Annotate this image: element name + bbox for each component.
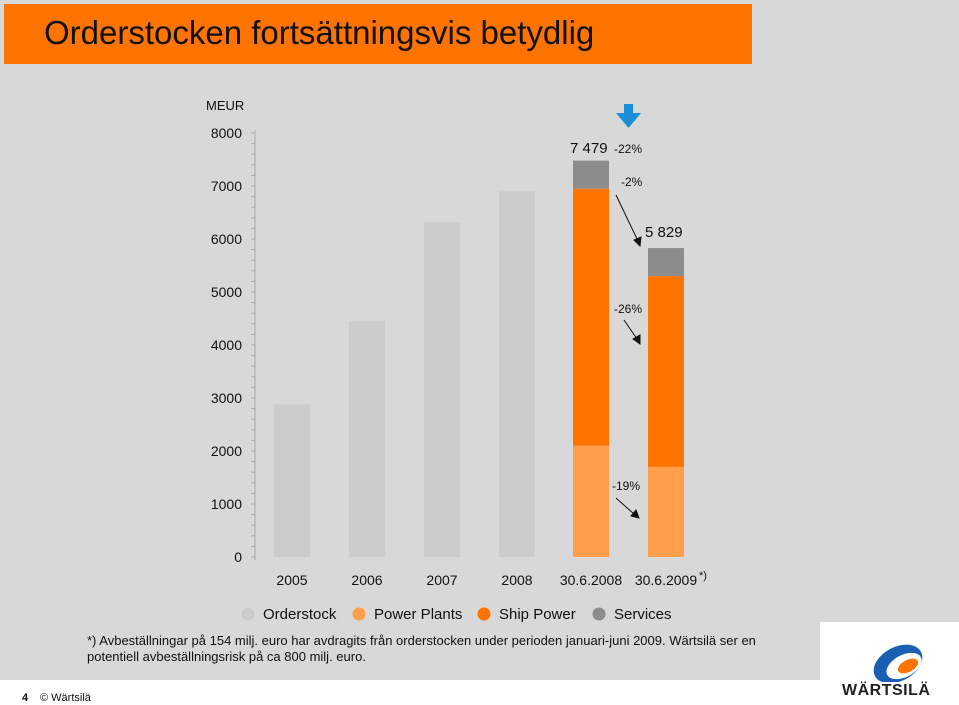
y-axis-ticks: 0 1000 2000 3000 4000 5000 6000 7000 8000 (211, 125, 242, 565)
y-tick-label: 1000 (211, 496, 242, 512)
bar-services-30.6.2008 (573, 160, 609, 189)
x-axis-labels: 2005 2006 2007 2008 30.6.2008 30.6.2009 *) (276, 570, 707, 588)
down-arrow-head (616, 113, 641, 128)
y-tick-label: 2000 (211, 443, 242, 459)
legend-marker-power-plants (352, 607, 366, 621)
wartsila-logo-icon (873, 644, 923, 684)
annotation-power-plants-change: -19% (612, 479, 640, 493)
change-arrows (615, 194, 642, 519)
down-arrow-icon (616, 104, 641, 128)
logo-box (820, 622, 959, 705)
down-arrow-shaft (624, 104, 633, 115)
x-tick-label: 2006 (351, 572, 382, 588)
arrow-line-ship-power (623, 319, 638, 340)
annotation-ship-power-change: -26% (614, 302, 642, 316)
annotation-total-2009: 5 829 (645, 224, 683, 241)
bar-services-30.6.2009 (648, 248, 684, 277)
arrow-line-power-plants (615, 497, 635, 515)
copyright: © Wärtsilä (40, 692, 91, 704)
bars (274, 160, 684, 558)
x-tick-superscript: *) (699, 570, 707, 582)
x-tick-label: 30.6.2009 (635, 572, 697, 588)
order-stock-chart: MEUR 0 1000 2000 3000 4000 5000 6000 7000 8000 2… (206, 98, 707, 623)
legend-label-services: Services (614, 606, 672, 623)
arrow-head-power-plants (630, 509, 640, 519)
bar-orderstock-2008 (499, 191, 535, 558)
y-tick-label: 7000 (211, 178, 242, 194)
bar-power-plants-30.6.2008 (573, 445, 609, 557)
x-tick-label: 2007 (426, 572, 457, 588)
arrow-head-ship-power (632, 334, 641, 345)
y-tick-label: 3000 (211, 390, 242, 406)
title-bar (4, 4, 752, 64)
legend-marker-ship-power (477, 607, 491, 621)
y-tick-label: 6000 (211, 231, 242, 247)
y-tick-label: 0 (234, 549, 242, 565)
bar-orderstock-2007 (424, 222, 460, 558)
y-axis-label: MEUR (206, 98, 244, 113)
slide-background (0, 0, 959, 680)
logo-swoosh-orange (897, 658, 919, 674)
y-axis-minor-ticks (251, 132, 255, 558)
arrow-head-services (633, 236, 642, 248)
legend-label-orderstock: Orderstock (263, 606, 337, 623)
annotation-total-2008: 7 479 (570, 140, 608, 157)
legend: Orderstock Power Plants Ship Power Servi… (241, 606, 672, 623)
page-title: Orderstocken fortsättningsvis betydlig (44, 14, 595, 51)
x-tick-label: 30.6.2008 (560, 572, 622, 588)
bar-ship-power-30.6.2009 (648, 276, 684, 467)
arrow-line-services (615, 194, 639, 242)
legend-marker-orderstock (241, 607, 255, 621)
y-tick-label: 8000 (211, 125, 242, 141)
x-tick-label: 2008 (501, 572, 532, 588)
y-tick-label: 4000 (211, 337, 242, 353)
bar-ship-power-30.6.2008 (573, 188, 609, 446)
footer (0, 680, 959, 705)
x-tick-label: 2005 (276, 572, 307, 588)
bar-power-plants-30.6.2009 (648, 466, 684, 557)
legend-label-power-plants: Power Plants (374, 606, 462, 623)
legend-label-ship-power: Ship Power (499, 606, 576, 623)
bar-orderstock-2006 (349, 321, 385, 557)
page-number: 4 (22, 692, 29, 704)
y-tick-label: 5000 (211, 284, 242, 300)
annotation-total-change: -22% (614, 142, 642, 156)
bar-orderstock-2005 (274, 404, 310, 557)
footnote: *) Avbeställningar på 154 milj. euro har… (87, 633, 756, 664)
annotation-services-change: -2% (621, 175, 643, 189)
logo-text: WÄRTSILÄ (842, 682, 931, 699)
legend-marker-services (592, 607, 606, 621)
